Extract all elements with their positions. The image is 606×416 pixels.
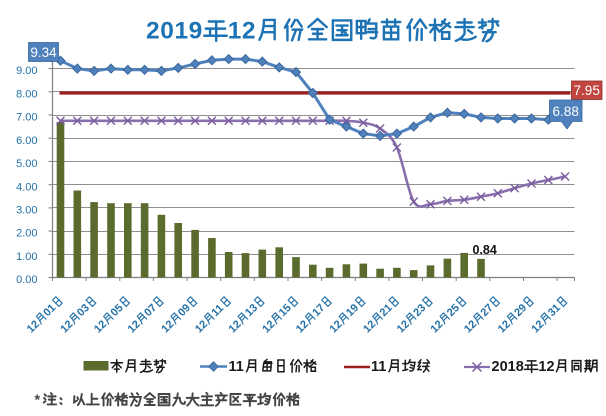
svg-text:12: 12 [538, 359, 554, 375]
svg-text:0.84: 0.84 [473, 243, 497, 257]
svg-text:6.88: 6.88 [553, 104, 579, 119]
svg-text:2019: 2019 [146, 18, 203, 45]
svg-text:7.95: 7.95 [574, 83, 600, 98]
svg-text:7.00: 7.00 [16, 112, 37, 124]
svg-text:9.00: 9.00 [16, 65, 37, 77]
svg-text:5.00: 5.00 [16, 158, 37, 170]
svg-text:3.00: 3.00 [16, 205, 37, 217]
svg-text:1.00: 1.00 [16, 251, 37, 263]
svg-text:2018: 2018 [492, 359, 524, 375]
svg-text:11: 11 [371, 359, 386, 375]
svg-text:8.00: 8.00 [16, 88, 37, 100]
svg-text:9.34: 9.34 [30, 45, 57, 60]
svg-text:12: 12 [228, 18, 256, 45]
svg-text:2.00: 2.00 [16, 228, 37, 240]
svg-text:4.00: 4.00 [16, 181, 37, 193]
svg-text:*: * [35, 393, 41, 409]
svg-text:11: 11 [229, 359, 244, 375]
svg-text:0.00: 0.00 [16, 274, 37, 286]
svg-text:6.00: 6.00 [16, 135, 37, 147]
